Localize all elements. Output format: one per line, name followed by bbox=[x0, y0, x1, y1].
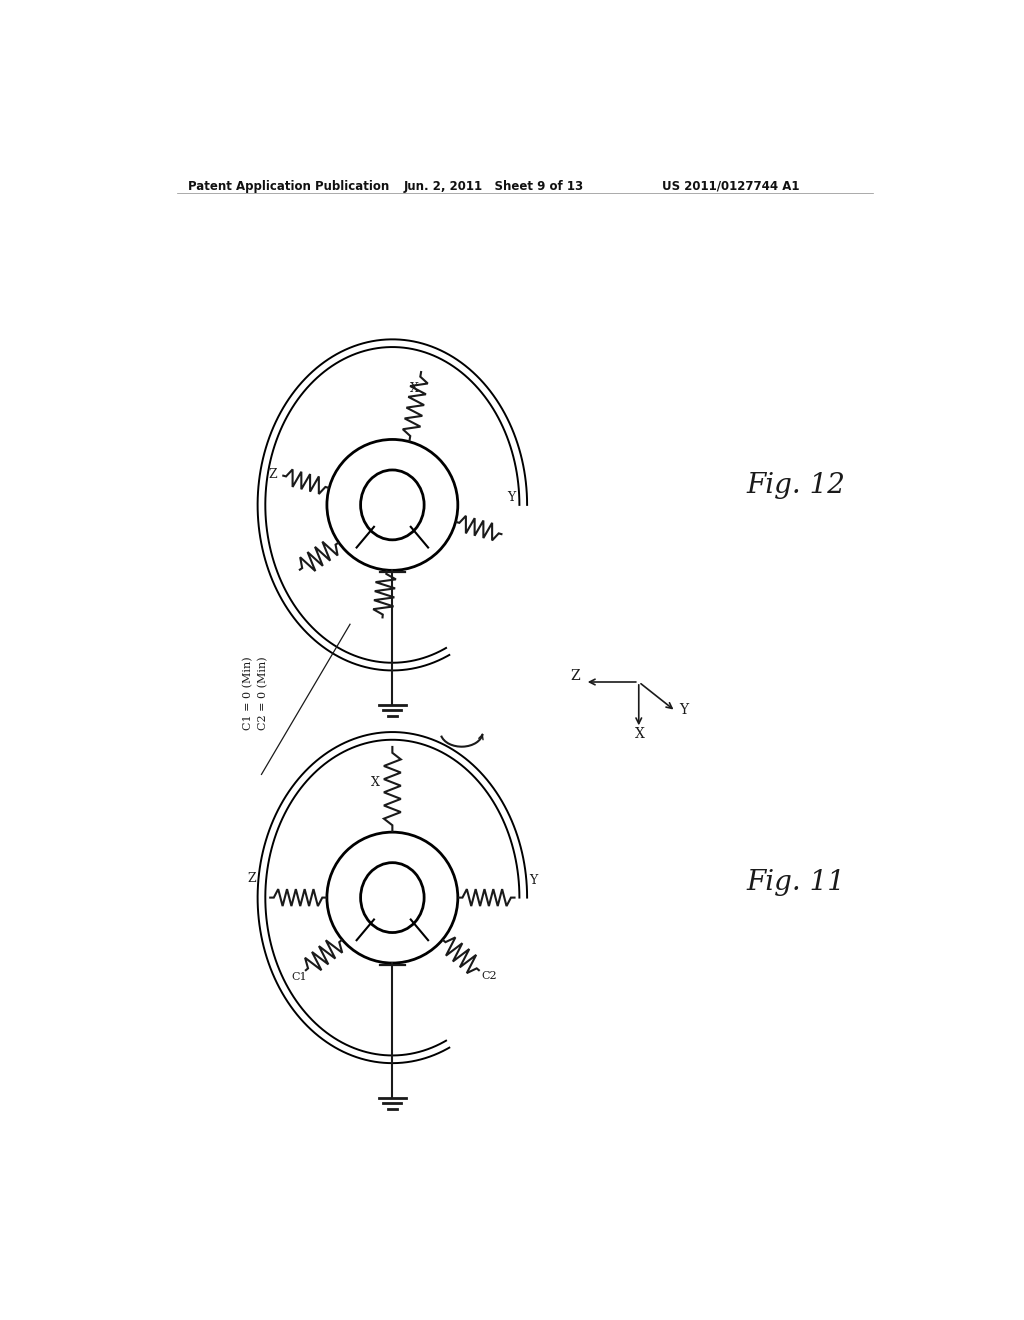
Text: C2 = 0 (Min): C2 = 0 (Min) bbox=[258, 657, 268, 730]
Text: X: X bbox=[410, 381, 419, 395]
Text: X: X bbox=[371, 776, 380, 789]
Text: X: X bbox=[635, 727, 645, 742]
Text: Z: Z bbox=[570, 669, 581, 684]
Text: Fig. 11: Fig. 11 bbox=[746, 869, 846, 896]
Text: C1 = 0 (Min): C1 = 0 (Min) bbox=[243, 657, 253, 730]
Text: Z: Z bbox=[247, 873, 256, 886]
Text: Z: Z bbox=[268, 469, 278, 480]
Text: Y: Y bbox=[508, 491, 516, 504]
Text: US 2011/0127744 A1: US 2011/0127744 A1 bbox=[662, 180, 800, 193]
Text: Jun. 2, 2011   Sheet 9 of 13: Jun. 2, 2011 Sheet 9 of 13 bbox=[403, 180, 584, 193]
Text: C1: C1 bbox=[291, 972, 307, 982]
Text: Patent Application Publication: Patent Application Publication bbox=[188, 180, 389, 193]
Text: C2: C2 bbox=[481, 970, 497, 981]
Text: Y: Y bbox=[679, 704, 688, 717]
Text: Y: Y bbox=[529, 874, 538, 887]
Text: Fig. 12: Fig. 12 bbox=[746, 473, 846, 499]
